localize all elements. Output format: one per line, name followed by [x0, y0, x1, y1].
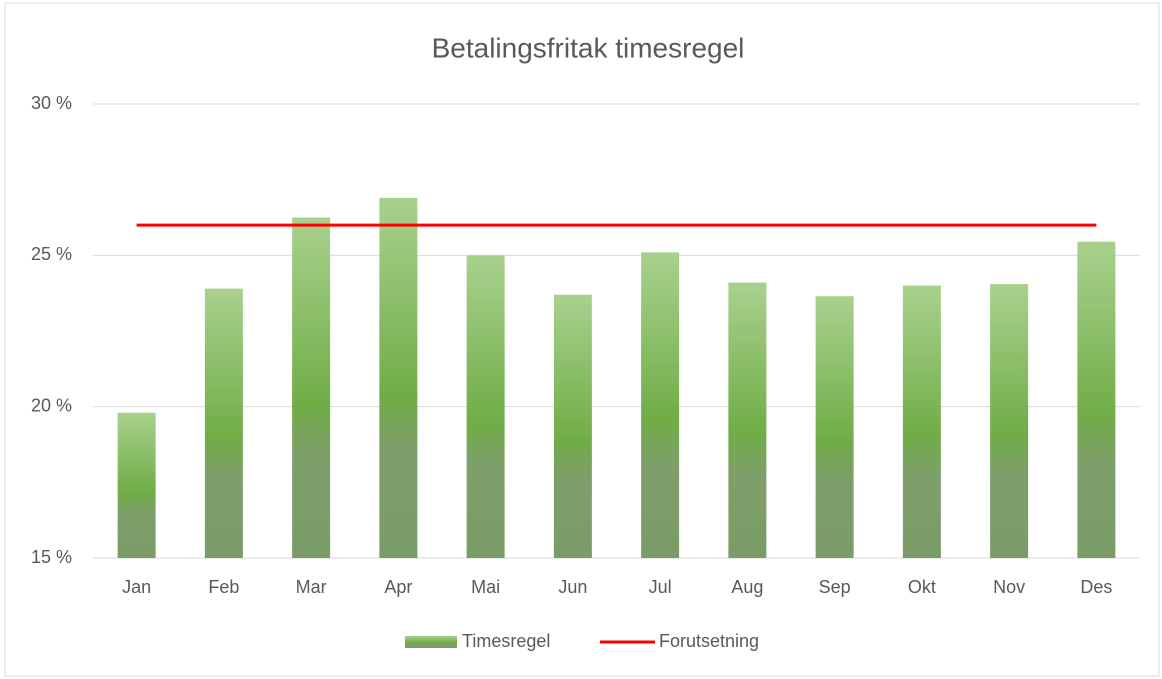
y-tick-label: 30 % — [31, 93, 72, 113]
bar — [117, 412, 156, 558]
x-tick-label: Jun — [558, 577, 587, 597]
bar — [379, 197, 418, 558]
x-tick-label: Jul — [649, 577, 672, 597]
bar — [292, 217, 331, 558]
x-tick-label: Mai — [471, 577, 500, 597]
x-tick-label: Nov — [993, 577, 1025, 597]
bar — [815, 296, 854, 558]
y-tick-label: 20 % — [31, 395, 72, 415]
y-tick-label: 25 % — [31, 244, 72, 264]
bar — [902, 285, 941, 558]
bar — [641, 252, 680, 558]
bar — [466, 255, 505, 559]
x-tick-label: Feb — [208, 577, 239, 597]
x-tick-label: Mar — [296, 577, 327, 597]
x-tick-label: Apr — [384, 577, 412, 597]
x-tick-label: Sep — [819, 577, 851, 597]
bar — [1077, 241, 1116, 559]
bar — [553, 294, 592, 558]
legend-swatch — [405, 636, 457, 648]
legend-label: Timesregel — [462, 631, 550, 651]
legend-label: Forutsetning — [659, 631, 759, 651]
chart-title: Betalingsfritak timesregel — [432, 32, 745, 63]
bar — [990, 284, 1029, 558]
x-tick-label: Aug — [731, 577, 763, 597]
x-tick-label: Des — [1080, 577, 1112, 597]
x-tick-label: Jan — [122, 577, 151, 597]
bar — [728, 282, 767, 558]
y-tick-label: 15 % — [31, 547, 72, 567]
x-tick-label: Okt — [908, 577, 936, 597]
bar — [204, 288, 243, 558]
